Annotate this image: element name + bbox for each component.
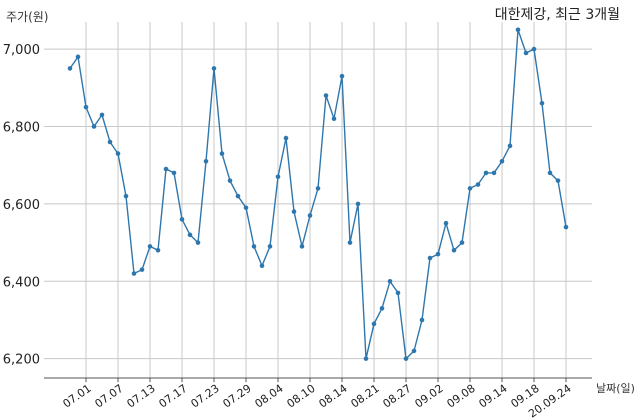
- data-point: [131, 271, 137, 276]
- data-point: [155, 248, 161, 253]
- x-axis-label: 날짜(일): [596, 382, 635, 395]
- data-point: [115, 151, 121, 156]
- data-point: [475, 182, 481, 187]
- data-point: [235, 193, 241, 199]
- data-point: [67, 66, 73, 71]
- data-point: [379, 306, 385, 311]
- data-point: [443, 220, 449, 226]
- data-point: [147, 244, 153, 249]
- data-point: [451, 248, 457, 253]
- data-point: [491, 170, 497, 176]
- x-tick-label: 09.14: [476, 382, 509, 411]
- data-point: [363, 356, 369, 361]
- data-point: [315, 186, 321, 191]
- data-point: [507, 143, 513, 149]
- data-point: [139, 267, 145, 272]
- x-tick-label: 07.23: [188, 382, 221, 411]
- data-point: [171, 170, 177, 176]
- data-point: [259, 263, 265, 269]
- data-point: [227, 178, 233, 183]
- data-point: [83, 104, 89, 110]
- data-point: [427, 255, 433, 261]
- data-point: [403, 356, 409, 361]
- data-point: [283, 135, 289, 141]
- data-point: [307, 213, 313, 218]
- data-point: [219, 151, 225, 156]
- data-point: [99, 112, 105, 118]
- data-point: [291, 209, 297, 214]
- data-point: [419, 317, 425, 323]
- data-point: [499, 159, 505, 164]
- y-ticks: 6,200 6,400 6,600 6,800 7,000: [3, 43, 40, 368]
- data-point: [323, 93, 329, 98]
- data-point: [563, 224, 569, 230]
- chart-title: 대한제강, 최근 3개월: [494, 7, 620, 23]
- grid: [44, 22, 592, 378]
- data-point: [411, 348, 417, 354]
- data-point: [355, 201, 361, 207]
- x-tick-label: 08.14: [316, 382, 349, 411]
- data-point: [555, 178, 561, 183]
- data-point: [267, 244, 273, 249]
- data-point: [395, 290, 401, 296]
- x-tick-label: 08.27: [380, 382, 413, 411]
- data-point: [435, 251, 441, 257]
- data-point: [203, 159, 209, 164]
- data-point: [347, 240, 353, 245]
- data-point: [547, 170, 553, 176]
- y-tick-label: 6,200: [3, 353, 40, 368]
- data-point: [187, 232, 193, 238]
- series-group: [67, 27, 569, 361]
- data-point: [531, 46, 537, 52]
- x-ticks: 07.0107.0707.1307.1707.2307.2908.0408.10…: [60, 382, 573, 419]
- x-tick-label: 07.01: [60, 382, 93, 411]
- x-tick-label: 09.02: [412, 382, 445, 411]
- series-line: [69, 29, 567, 361]
- data-point: [195, 240, 201, 245]
- x-tick-label: 07.29: [220, 382, 253, 411]
- data-point: [331, 116, 337, 122]
- x-tick-label: 07.13: [124, 382, 157, 411]
- x-tick-label: 08.21: [348, 382, 381, 411]
- data-point: [515, 27, 521, 33]
- data-point: [107, 139, 113, 145]
- data-point: [387, 278, 393, 284]
- data-point: [123, 193, 129, 199]
- x-tick-label: 09.08: [444, 382, 477, 411]
- x-tick-label: 08.04: [252, 382, 285, 411]
- data-point: [523, 50, 529, 56]
- data-point: [211, 66, 217, 71]
- data-point: [467, 186, 473, 191]
- data-point: [339, 73, 345, 79]
- data-point: [251, 244, 257, 249]
- axes: [44, 377, 592, 382]
- data-point: [275, 174, 281, 180]
- data-point: [163, 166, 169, 172]
- y-tick-label: 7,000: [3, 43, 40, 58]
- y-tick-label: 6,400: [3, 275, 40, 290]
- y-tick-label: 6,600: [3, 198, 40, 213]
- x-tick-label: 07.17: [156, 382, 189, 411]
- data-point: [459, 240, 465, 245]
- data-point: [75, 54, 81, 60]
- data-point: [371, 321, 377, 327]
- data-point: [299, 244, 305, 249]
- x-tick-label: 08.10: [284, 382, 317, 411]
- data-point: [91, 124, 97, 129]
- data-point: [179, 217, 185, 222]
- data-point: [243, 205, 249, 211]
- y-tick-label: 6,800: [3, 120, 40, 135]
- data-point: [483, 170, 489, 176]
- y-axis-label: 주가(원): [6, 10, 49, 24]
- data-point: [539, 100, 545, 106]
- x-tick-label: 07.07: [92, 382, 125, 411]
